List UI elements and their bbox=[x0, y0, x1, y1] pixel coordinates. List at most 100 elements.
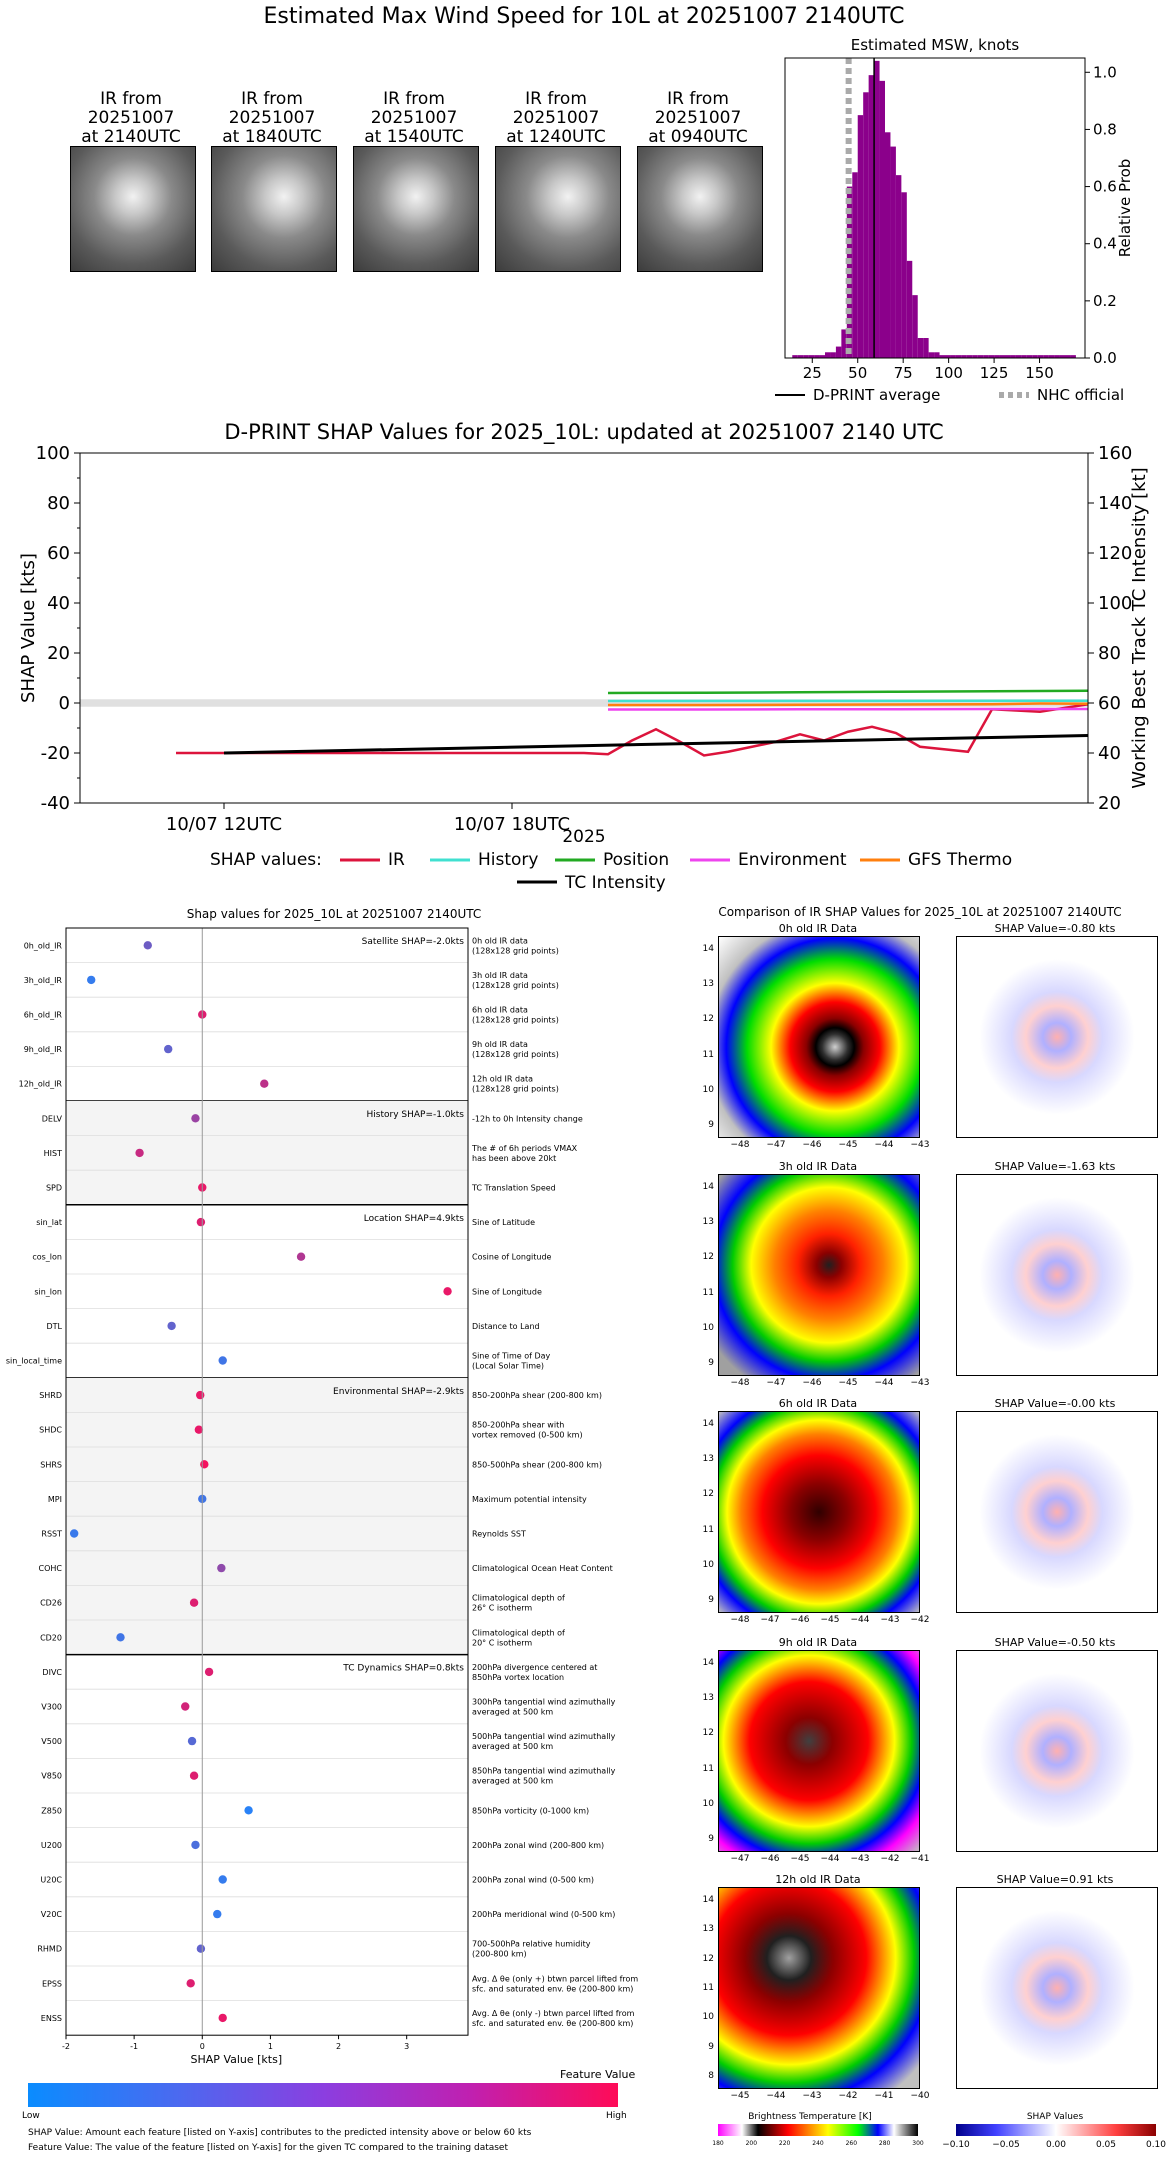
feature-description: sfc. and saturated env. θe (200-800 km) bbox=[472, 1984, 633, 1993]
histogram-bar bbox=[994, 355, 1000, 358]
histogram-bar bbox=[1043, 355, 1049, 358]
ir-thumbnail-image bbox=[353, 146, 479, 272]
histogram-bar bbox=[819, 355, 825, 358]
ir-x-tick-label: −43 bbox=[850, 1854, 870, 1864]
timeseries-y2label: Working Best Track TC Intensity [kt] bbox=[1129, 467, 1150, 788]
ir-x-tick-label: −41 bbox=[910, 1854, 930, 1864]
histogram-bar bbox=[885, 132, 891, 358]
ir-panel-title: 0h old IR Data bbox=[778, 922, 858, 935]
ir-y-tick-label: 10 bbox=[702, 1084, 714, 1095]
series-line-environment bbox=[608, 707, 1088, 711]
histogram-bar bbox=[857, 115, 864, 359]
histogram-bar bbox=[1065, 355, 1071, 358]
series-line-gfs-thermo bbox=[608, 702, 1089, 707]
legend-average-label: D-PRINT average bbox=[813, 386, 940, 404]
feature-dot bbox=[191, 1114, 200, 1123]
histogram-bar bbox=[841, 329, 847, 358]
feature-description: 200hPa zonal wind (0-500 km) bbox=[472, 1876, 594, 1885]
feature-dot bbox=[116, 1633, 125, 1642]
thumbnail-caption-line: IR from bbox=[525, 89, 587, 109]
ir-y-tick-label: 14 bbox=[702, 1182, 714, 1192]
feature-name-label: cos_lon bbox=[32, 1253, 62, 1262]
feature-name-label: RHMD bbox=[37, 1945, 62, 1954]
x-tick-label: -2 bbox=[62, 2042, 70, 2051]
thumbnail-caption-line: IR from bbox=[667, 89, 729, 109]
feature-description: 850-200hPa shear (200-800 km) bbox=[472, 1391, 602, 1400]
ir-y-tick-label: 9 bbox=[708, 1834, 714, 1844]
ir-y-tick-label: 13 bbox=[702, 979, 714, 990]
group-label: History SHAP=-1.0kts bbox=[367, 1110, 465, 1120]
x-tick-label: 100 bbox=[934, 364, 963, 382]
histogram-bar bbox=[912, 295, 918, 358]
feature-chart-xlabel: SHAP Value [kts] bbox=[191, 2053, 283, 2066]
y-tick-label: 40 bbox=[47, 593, 70, 614]
feature-dot bbox=[191, 1840, 200, 1850]
feature-description: Distance to Land bbox=[472, 1322, 540, 1331]
ir-x-tick-label: −42 bbox=[838, 2091, 858, 2101]
shap-tick-label: 0.10 bbox=[1145, 2140, 1167, 2150]
ir-x-tick-label: −41 bbox=[874, 2091, 894, 2101]
histogram-bar bbox=[879, 80, 885, 358]
histogram-bar bbox=[830, 352, 836, 358]
feature-dot bbox=[189, 1771, 199, 1780]
ir-x-tick-label: −45 bbox=[838, 1378, 858, 1388]
feature-name-label: COHC bbox=[39, 1564, 63, 1573]
feature-dot bbox=[296, 1252, 306, 1261]
ir-x-tick-label: −44 bbox=[820, 1854, 840, 1864]
feature-dot bbox=[196, 1390, 205, 1400]
legend-label: History bbox=[478, 850, 538, 870]
feature-description: 700-500hPa relative humidity bbox=[472, 1940, 591, 1949]
feature-description: Reynolds SST bbox=[472, 1530, 526, 1539]
feature-dot bbox=[181, 1702, 190, 1711]
thumbnail-caption-line: 20251007 bbox=[512, 108, 600, 128]
legend-label: TC Intensity bbox=[564, 873, 666, 893]
histogram-bar bbox=[1037, 355, 1044, 358]
feature-description: (128x128 grid points) bbox=[472, 946, 559, 955]
feature-description: averaged at 500 km bbox=[472, 1742, 553, 1751]
feature-name-label: RSST bbox=[41, 1530, 62, 1539]
histogram-bar bbox=[808, 355, 815, 358]
y-tick-label: 0.6 bbox=[1093, 178, 1117, 196]
series-line-position bbox=[607, 689, 1089, 695]
feature-description: Climatological Ocean Heat Content bbox=[472, 1564, 613, 1573]
ir-image bbox=[718, 1650, 920, 1852]
ir-thumbnail-image bbox=[495, 146, 621, 272]
feature-name-label: V20C bbox=[41, 1910, 63, 1919]
ir-x-tick-label: −43 bbox=[802, 2091, 822, 2101]
feature-dot bbox=[187, 1736, 197, 1746]
y-tick-label: 60 bbox=[47, 543, 70, 564]
group-label: Environmental SHAP=-2.9kts bbox=[333, 1387, 464, 1397]
ir-panel-title: 9h old IR Data bbox=[778, 1636, 858, 1649]
ir-panel-title: 3h old IR Data bbox=[778, 1160, 858, 1173]
histogram-bar bbox=[1048, 355, 1055, 358]
ir-x-tick-label: −48 bbox=[730, 1140, 750, 1150]
ir-thumbnail-image bbox=[637, 146, 763, 272]
ir-image bbox=[718, 1887, 920, 2089]
feature-description: (128x128 grid points) bbox=[472, 981, 559, 990]
footnote-feature: Feature Value: The value of the feature … bbox=[28, 2143, 509, 2153]
series-line-tc-intensity bbox=[223, 734, 1089, 755]
shap-panel-title: SHAP Value=-0.00 kts bbox=[994, 1397, 1116, 1410]
feature-dot bbox=[196, 1944, 206, 1953]
feature-description: Sine of Longitude bbox=[472, 1287, 542, 1296]
thumbnail-caption-line: at 1840UTC bbox=[222, 127, 322, 147]
feature-description: 3h old IR data bbox=[472, 971, 528, 980]
feature-dot bbox=[143, 941, 152, 950]
feature-dot bbox=[194, 1425, 204, 1434]
histogram-bar bbox=[835, 346, 842, 358]
x-tick-label: 50 bbox=[848, 364, 867, 382]
shap-time-series-chart: D-PRINT SHAP Values for 2025_10L: update… bbox=[18, 420, 1150, 893]
ir-y-tick-label: 10 bbox=[702, 1559, 714, 1570]
bt-colorbar bbox=[718, 2124, 918, 2136]
y-tick-label: 0.2 bbox=[1093, 292, 1117, 310]
feature-name-label: EPSS bbox=[42, 1979, 62, 1988]
histogram-bar bbox=[983, 355, 989, 358]
histogram-bar bbox=[792, 355, 798, 358]
feature-dot bbox=[204, 1667, 214, 1677]
feature-name-label: Z850 bbox=[41, 1806, 62, 1815]
histogram-bar bbox=[1032, 355, 1038, 358]
ir-y-tick-label: 11 bbox=[702, 1524, 714, 1535]
shap-image bbox=[956, 1174, 1158, 1376]
timeseries-ylabel: SHAP Value [kts] bbox=[18, 553, 39, 703]
feature-description: 850-200hPa shear with bbox=[472, 1421, 564, 1430]
